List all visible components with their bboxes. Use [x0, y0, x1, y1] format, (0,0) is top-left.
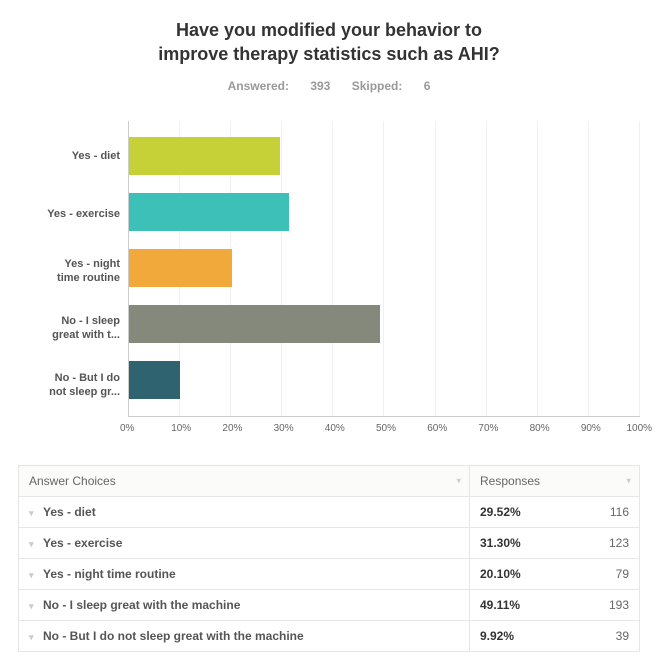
title-line-1: Have you modified your behavior to	[176, 20, 482, 40]
response-count: 116	[610, 505, 629, 519]
col-header-choices[interactable]: Answer Choices ▾	[19, 465, 470, 496]
expand-icon[interactable]: ▾	[29, 539, 43, 550]
category-label: No - I sleepgreat with t...	[18, 301, 120, 357]
bar-row	[129, 184, 640, 240]
responses-cell: 31.30% 123	[470, 527, 640, 558]
expand-icon[interactable]: ▾	[29, 508, 43, 519]
bar-row	[129, 129, 640, 185]
col-header-responses[interactable]: Responses ▾	[470, 465, 640, 496]
table-row: ▾No - But I do not sleep great with the …	[19, 620, 640, 651]
answered-label: Answered:	[228, 79, 289, 93]
title-line-2: improve therapy statistics such as AHI?	[158, 44, 499, 64]
table-row: ▾Yes - night time routine 20.10% 79	[19, 558, 640, 589]
answer-choice-label: No - But I do not sleep great with the m…	[43, 629, 304, 643]
answer-choice-label: No - I sleep great with the machine	[43, 598, 240, 612]
table-row: ▾Yes - exercise 31.30% 123	[19, 527, 640, 558]
chart-title: Have you modified your behavior to impro…	[18, 18, 640, 67]
sort-icon: ▾	[626, 475, 631, 486]
bar	[129, 305, 380, 343]
response-percent: 29.52%	[480, 505, 521, 519]
bars-container	[129, 121, 640, 416]
col-header-choices-label: Answer Choices	[29, 474, 116, 488]
table-row: ▾No - I sleep great with the machine49.1…	[19, 589, 640, 620]
response-percent: 9.92%	[480, 629, 514, 643]
responses-cell: 29.52% 116	[470, 496, 640, 527]
bar-row	[129, 352, 640, 408]
expand-icon[interactable]: ▾	[29, 632, 43, 643]
response-count: 39	[616, 629, 629, 643]
response-count: 79	[616, 567, 629, 581]
response-count: 123	[609, 536, 629, 550]
response-percent: 31.30%	[480, 536, 521, 550]
responses-cell: 20.10% 79	[470, 558, 640, 589]
col-header-responses-label: Responses	[480, 474, 540, 488]
plot-area	[128, 121, 640, 417]
answer-choice-cell: ▾No - I sleep great with the machine	[19, 589, 470, 620]
skipped-value: 6	[424, 79, 431, 93]
bar	[129, 361, 180, 399]
skipped-label: Skipped:	[352, 79, 403, 93]
response-percent: 49.11%	[480, 598, 520, 612]
category-label: No - But I donot sleep gr...	[18, 358, 120, 414]
response-percent: 20.10%	[480, 567, 521, 581]
answer-choice-label: Yes - diet	[43, 505, 96, 519]
table-row: ▾Yes - diet 29.52% 116	[19, 496, 640, 527]
answer-choice-label: Yes - night time routine	[43, 567, 176, 581]
sort-icon: ▾	[456, 475, 461, 486]
response-count: 193	[609, 598, 629, 612]
bar-row	[129, 296, 640, 352]
answer-choice-cell: ▾Yes - night time routine	[19, 558, 470, 589]
expand-icon[interactable]: ▾	[29, 570, 43, 581]
results-table: Answer Choices ▾ Responses ▾ ▾Yes - diet…	[18, 465, 640, 652]
answered-value: 393	[310, 79, 330, 93]
y-axis-labels: Yes - dietYes - exerciseYes - nighttime …	[18, 121, 128, 423]
response-meta: Answered: 393 Skipped: 6	[18, 79, 640, 93]
responses-cell: 9.92% 39	[470, 620, 640, 651]
category-label: Yes - diet	[18, 129, 120, 185]
bar	[129, 137, 280, 175]
bar-row	[129, 240, 640, 296]
answer-choice-cell: ▾No - But I do not sleep great with the …	[19, 620, 470, 651]
bar	[129, 193, 289, 231]
answer-choice-label: Yes - exercise	[43, 536, 122, 550]
answer-choice-cell: ▾Yes - diet	[19, 496, 470, 527]
bar-chart: Yes - dietYes - exerciseYes - nighttime …	[18, 121, 640, 423]
category-label: Yes - nighttime routine	[18, 244, 120, 300]
bar	[129, 249, 232, 287]
answer-choice-cell: ▾Yes - exercise	[19, 527, 470, 558]
responses-cell: 49.11% 193	[470, 589, 640, 620]
category-label: Yes - exercise	[18, 186, 120, 242]
expand-icon[interactable]: ▾	[29, 601, 43, 612]
